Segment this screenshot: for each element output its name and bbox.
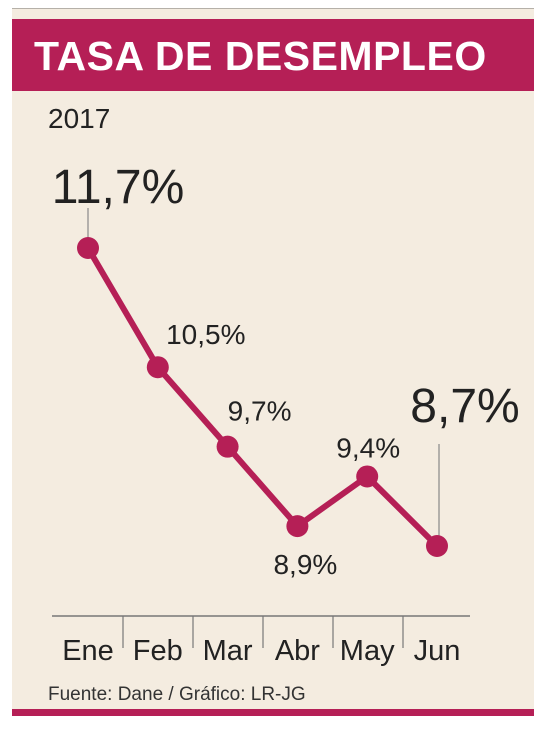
x-tick-label: May (340, 635, 395, 667)
data-point (286, 515, 309, 538)
data-label: 9,4% (336, 432, 400, 463)
series-line (85, 245, 440, 549)
bottom-accent-bar (12, 709, 534, 716)
data-point (216, 435, 239, 458)
x-tick-label: Feb (133, 635, 183, 667)
chart-title: TASA DE DESEMPLEO (34, 33, 487, 79)
data-point (146, 356, 169, 379)
x-tick-label: Mar (203, 635, 253, 667)
data-point (426, 535, 448, 557)
data-point (77, 237, 99, 259)
x-tick-label: Ene (62, 635, 114, 667)
x-tick-label: Jun (414, 635, 461, 667)
chart-card: TASA DE DESEMPLEO 2017 Fuente: Dane / Gr… (12, 8, 534, 716)
data-label: 9,7% (228, 396, 292, 427)
x-tick-label: Abr (275, 635, 320, 667)
data-label: 10,5% (166, 319, 245, 350)
data-label: 11,7% (52, 161, 185, 214)
chart-subtitle-year: 2017 (48, 103, 111, 134)
data-label: 8,7% (410, 380, 519, 433)
title-banner: TASA DE DESEMPLEO (12, 19, 534, 91)
source-note: Fuente: Dane / Gráfico: LR-JG (48, 684, 306, 705)
data-point (356, 465, 379, 488)
data-label: 8,9% (273, 549, 337, 580)
